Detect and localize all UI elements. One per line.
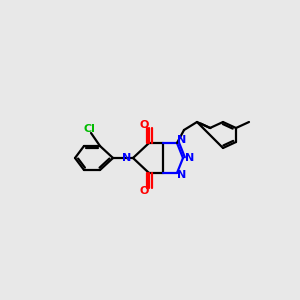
Text: N: N (122, 153, 132, 163)
Text: N: N (177, 135, 187, 145)
Text: O: O (139, 186, 149, 196)
Text: O: O (139, 120, 149, 130)
Text: N: N (177, 170, 187, 180)
Text: Cl: Cl (83, 124, 95, 134)
Text: N: N (185, 153, 195, 163)
